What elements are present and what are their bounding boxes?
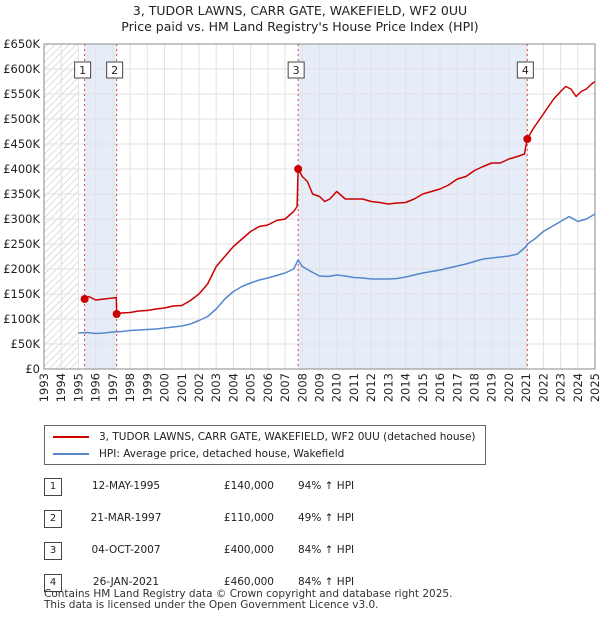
- sale-point: [112, 310, 121, 318]
- marker-label: 1: [79, 64, 86, 77]
- row-number-badge: 4: [44, 574, 62, 592]
- legend-item-hpi: HPI: Average price, detached house, Wake…: [53, 446, 344, 462]
- x-tick-label: 2016: [433, 373, 447, 402]
- plot-border: [43, 43, 596, 370]
- row-price: £140,000: [223, 480, 274, 492]
- title-line-2: Price paid vs. HM Land Registry's House …: [121, 19, 479, 34]
- footer-line-1: Contains HM Land Registry data © Crown c…: [44, 588, 453, 600]
- row-price: £400,000: [223, 544, 274, 556]
- marker-label-box: [106, 61, 124, 79]
- y-tick-label: £50K: [11, 337, 41, 351]
- x-tick-label: 2003: [209, 373, 223, 402]
- y-tick-label: £450K: [3, 137, 40, 151]
- table-row: 2 21-MAR-1997 £110,000 49% ↑ HPI: [44, 506, 444, 538]
- x-tick-label: 2005: [244, 373, 258, 402]
- row-hpi-change: 84% ↑ HPI: [298, 576, 355, 588]
- x-tick-label: 2008: [295, 373, 309, 402]
- sale-point: [523, 135, 532, 143]
- row-date: 26-JAN-2021: [92, 576, 160, 588]
- legend-swatch-hpi: [53, 453, 89, 455]
- x-tick-label: 2010: [330, 373, 344, 402]
- footer-line-2: This data is licensed under the Open Gov…: [44, 599, 379, 611]
- row-number-badge: 2: [44, 510, 62, 528]
- x-tick-label: 2006: [261, 373, 275, 402]
- y-tick-label: £400K: [3, 162, 40, 176]
- table-row: 1 12-MAY-1995 £140,000 94% ↑ HPI: [44, 474, 444, 506]
- ownership-shade: [298, 44, 528, 369]
- transactions-table: 1 12-MAY-1995 £140,000 94% ↑ HPI 2 21-MA…: [44, 474, 444, 602]
- row-date: 12-MAY-1995: [91, 480, 161, 492]
- y-tick-label: £150K: [3, 287, 40, 301]
- table-row: 3 04-OCT-2007 £400,000 84% ↑ HPI: [44, 538, 444, 570]
- footer-attribution: Contains HM Land Registry data © Crown c…: [44, 589, 452, 611]
- ownership-shade: [84, 44, 117, 369]
- x-tick-label: 1994: [54, 373, 68, 402]
- x-tick-label: 1999: [140, 373, 154, 402]
- x-tick-label: 1998: [123, 373, 137, 402]
- x-tick-label: 2002: [192, 373, 206, 402]
- row-hpi-change: 84% ↑ HPI: [298, 544, 355, 556]
- x-tick-label: 2004: [226, 373, 240, 402]
- y-tick-label: £200K: [3, 262, 40, 276]
- y-tick-label: £250K: [3, 237, 40, 251]
- y-tick-label: £600K: [3, 62, 40, 76]
- legend-swatch-property: [53, 436, 89, 438]
- x-tick-label: 2025: [588, 373, 600, 402]
- chart-title: 3, TUDOR LAWNS, CARR GATE, WAKEFIELD, WF…: [0, 3, 600, 35]
- sale-point: [294, 165, 303, 173]
- row-number-badge: 3: [44, 542, 62, 560]
- x-tick-label: 1993: [37, 373, 51, 402]
- row-hpi-change: 94% ↑ HPI: [298, 480, 355, 492]
- x-tick-label: 1997: [106, 373, 120, 402]
- x-tick-label: 2017: [450, 373, 464, 402]
- title-line-1: 3, TUDOR LAWNS, CARR GATE, WAKEFIELD, WF…: [132, 3, 468, 18]
- marker-label: 2: [111, 64, 118, 77]
- y-tick-label: £100K: [3, 312, 40, 326]
- y-tick-label: £550K: [3, 87, 40, 101]
- y-tick-label: £500K: [3, 112, 40, 126]
- x-tick-label: 2001: [175, 373, 189, 402]
- marker-label-box: [74, 61, 92, 79]
- price-chart: 1 2 3 4 £0 £50K £100K £150K £200K £250K £300K £350…: [3, 37, 600, 402]
- sale-point: [80, 295, 89, 303]
- x-tick-label: 2024: [571, 373, 585, 402]
- x-tick-label: 2020: [502, 373, 516, 402]
- x-tick-label: 1996: [89, 373, 103, 402]
- row-date: 04-OCT-2007: [91, 544, 161, 556]
- hpi-line: [78, 213, 596, 335]
- marker-label: 4: [522, 64, 529, 77]
- row-number-badge: 1: [44, 478, 62, 496]
- x-tick-label: 2021: [519, 373, 533, 402]
- x-tick-label: 2022: [536, 373, 550, 402]
- x-tick-label: 2007: [278, 373, 292, 402]
- x-tick-label: 2015: [416, 373, 430, 402]
- row-price: £460,000: [223, 576, 274, 588]
- marker-label-box: [516, 61, 534, 79]
- x-tick-label: 2011: [347, 373, 361, 402]
- table-row: 4 26-JAN-2021 £460,000 84% ↑ HPI: [44, 570, 444, 602]
- y-tick-label: £300K: [3, 212, 40, 226]
- x-tick-label: 2000: [158, 373, 172, 402]
- y-tick-label: £0: [25, 362, 40, 376]
- y-tick-label: £350K: [3, 187, 40, 201]
- x-tick-label: 2009: [313, 373, 327, 402]
- row-hpi-change: 49% ↑ HPI: [298, 512, 355, 524]
- x-tick-label: 2019: [485, 373, 499, 402]
- legend-item-property: 3, TUDOR LAWNS, CARR GATE, WAKEFIELD, WF…: [53, 429, 476, 445]
- x-tick-label: 2023: [554, 373, 568, 402]
- chart-legend: 3, TUDOR LAWNS, CARR GATE, WAKEFIELD, WF…: [44, 425, 486, 465]
- legend-label-property: 3, TUDOR LAWNS, CARR GATE, WAKEFIELD, WF…: [99, 431, 476, 443]
- x-tick-label: 2013: [381, 373, 395, 402]
- y-tick-label: £650K: [3, 37, 40, 51]
- x-tick-label: 2014: [399, 373, 413, 402]
- x-tick-label: 2012: [364, 373, 378, 402]
- legend-label-hpi: HPI: Average price, detached house, Wake…: [99, 448, 345, 460]
- row-price: £110,000: [223, 512, 274, 524]
- x-tick-label: 2018: [467, 373, 481, 402]
- marker-label: 3: [293, 64, 300, 77]
- x-tick-label: 1995: [71, 373, 85, 402]
- row-date: 21-MAR-1997: [90, 512, 162, 524]
- marker-label-box: [287, 61, 305, 79]
